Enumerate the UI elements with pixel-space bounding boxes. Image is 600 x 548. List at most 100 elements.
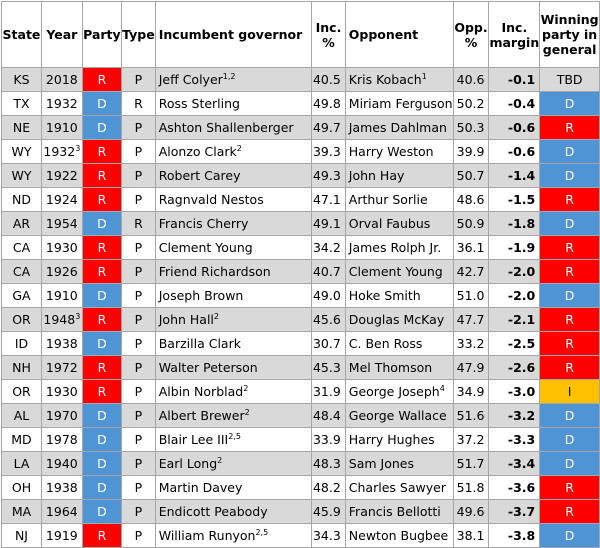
cell-winning-party: D [539, 403, 600, 428]
cell-party: D [81, 211, 123, 236]
cell-opponent-text: George Joseph [348, 384, 440, 399]
cell-inc-margin: -3.7 [488, 499, 541, 524]
cell-inc-margin: -2.5 [488, 331, 541, 356]
footnote-marker: 1 [421, 72, 427, 81]
cell-party: D [81, 283, 123, 308]
cell-inc-margin-text: -2.0 [507, 264, 536, 279]
cell-state: MA [1, 499, 42, 524]
cell-type: P [121, 499, 156, 524]
cell-party-text: D [97, 216, 107, 231]
cell-party: R [81, 163, 123, 188]
cell-incumbent-governor-text: Earl Long [158, 456, 218, 471]
cell-inc-pct: 34.3 [311, 523, 346, 548]
cell-inc-margin-text: -2.0 [507, 288, 536, 303]
cell-opponent-text: Kris Kobach [348, 72, 422, 87]
table-row: LA 1940 D P Earl Long2 48.3 Sam Jones 51.7 -3.4 D [1, 451, 600, 476]
cell-inc-pct: 48.2 [311, 475, 346, 500]
cell-year-text: 1924 [45, 192, 78, 207]
cell-year: 1938 [40, 475, 83, 500]
cell-opp-pct: 38.1 [452, 523, 490, 548]
header-winning-party: Winning party in general [539, 1, 600, 68]
cell-type-text: P [134, 240, 143, 255]
cell-type-text: P [134, 384, 143, 399]
cell-state: OH [1, 475, 42, 500]
cell-party: D [81, 115, 123, 140]
cell-winning-party: D [539, 91, 600, 116]
cell-type: P [121, 427, 156, 452]
cell-state-text: MA [11, 504, 32, 519]
cell-inc-margin-text: -3.7 [507, 504, 536, 519]
cell-year-text: 1972 [45, 360, 78, 375]
cell-winning-party-text: R [565, 312, 574, 327]
cell-inc-pct: 45.6 [311, 307, 346, 332]
cell-opponent-text: Arthur Sorlie [348, 192, 428, 207]
cell-opponent: Harry Weston [344, 139, 454, 164]
cell-party: R [81, 235, 123, 260]
cell-year-text: 1919 [45, 528, 78, 543]
cell-opp-pct: 47.9 [452, 355, 490, 380]
cell-opponent-text: George Wallace [348, 408, 447, 423]
cell-inc-pct: 49.0 [311, 283, 346, 308]
cell-opponent-text: Harry Weston [348, 144, 434, 159]
cell-state: AL [1, 403, 42, 428]
cell-inc-pct: 47.1 [311, 187, 346, 212]
cell-opp-pct-text: 47.7 [456, 312, 485, 327]
header-type: Type [121, 1, 156, 68]
cell-winning-party-text: R [565, 264, 574, 279]
cell-inc-margin: -2.0 [488, 259, 541, 284]
cell-type-text: P [134, 360, 143, 375]
cell-inc-margin-text: -0.6 [507, 120, 536, 135]
cell-party-text: R [97, 168, 107, 183]
cell-type-text: R [134, 96, 143, 111]
cell-party-text: D [97, 408, 107, 423]
cell-type: P [121, 523, 156, 548]
cell-inc-pct-text: 45.9 [312, 504, 341, 519]
cell-inc-pct-text: 34.2 [312, 240, 341, 255]
cell-type: P [121, 475, 156, 500]
cell-year: 2018 [40, 67, 83, 92]
cell-incumbent-governor: Ragnvald Nestos [154, 187, 313, 212]
cell-year-text: 1940 [45, 456, 78, 471]
cell-inc-pct: 40.5 [311, 67, 346, 92]
table-row: MD 1978 D P Blair Lee III2,5 33.9 Harry Hughes… [1, 427, 600, 452]
cell-opponent: George Joseph4 [344, 379, 454, 404]
footnote-marker: 2 [217, 456, 223, 465]
cell-state: ND [1, 187, 42, 212]
cell-year: 1964 [40, 499, 83, 524]
footnote-marker: 1,2 [222, 72, 236, 81]
cell-opponent: Francis Bellotti [344, 499, 454, 524]
cell-inc-pct-text: 49.3 [312, 168, 341, 183]
cell-year: 1910 [40, 283, 83, 308]
cell-opp-pct-text: 36.1 [456, 240, 485, 255]
cell-inc-margin-text: -3.6 [507, 480, 536, 495]
cell-winning-party: R [539, 499, 600, 524]
cell-opp-pct-text: 47.9 [456, 360, 485, 375]
cell-party-text: R [97, 240, 107, 255]
cell-inc-pct-text: 33.9 [312, 432, 341, 447]
cell-party-text: R [97, 528, 107, 543]
cell-state-text: NJ [14, 528, 28, 543]
cell-winning-party-text: D [564, 144, 575, 159]
table-row: TX 1932 D R Ross Sterling 49.8 Miriam Ferguson… [1, 91, 600, 116]
cell-year: 1930 [40, 235, 83, 260]
cell-year: 19323 [40, 139, 83, 164]
cell-inc-pct: 45.9 [311, 499, 346, 524]
cell-inc-pct: 48.3 [311, 451, 346, 476]
cell-year: 1940 [40, 451, 83, 476]
cell-inc-pct: 33.9 [311, 427, 346, 452]
cell-opp-pct: 49.6 [452, 499, 490, 524]
cell-inc-pct-text: 49.8 [312, 96, 341, 111]
cell-opp-pct-text: 51.6 [456, 408, 485, 423]
cell-inc-pct: 30.7 [311, 331, 346, 356]
cell-opponent-text: Sam Jones [348, 456, 414, 471]
cell-party-text: D [97, 288, 107, 303]
cell-party-text: R [97, 192, 107, 207]
table-row: NH 1972 R P Walter Peterson 45.3 Mel Thomson 47… [1, 355, 600, 380]
header-state: State [1, 1, 42, 68]
table-row: MA 1964 D P Endicott Peabody 45.9 Francis Bell… [1, 499, 600, 524]
cell-type: R [121, 211, 156, 236]
cell-opponent-text: John Hay [348, 168, 405, 183]
cell-opponent-text: Charles Sawyer [348, 480, 446, 495]
cell-winning-party-text: R [565, 480, 574, 495]
